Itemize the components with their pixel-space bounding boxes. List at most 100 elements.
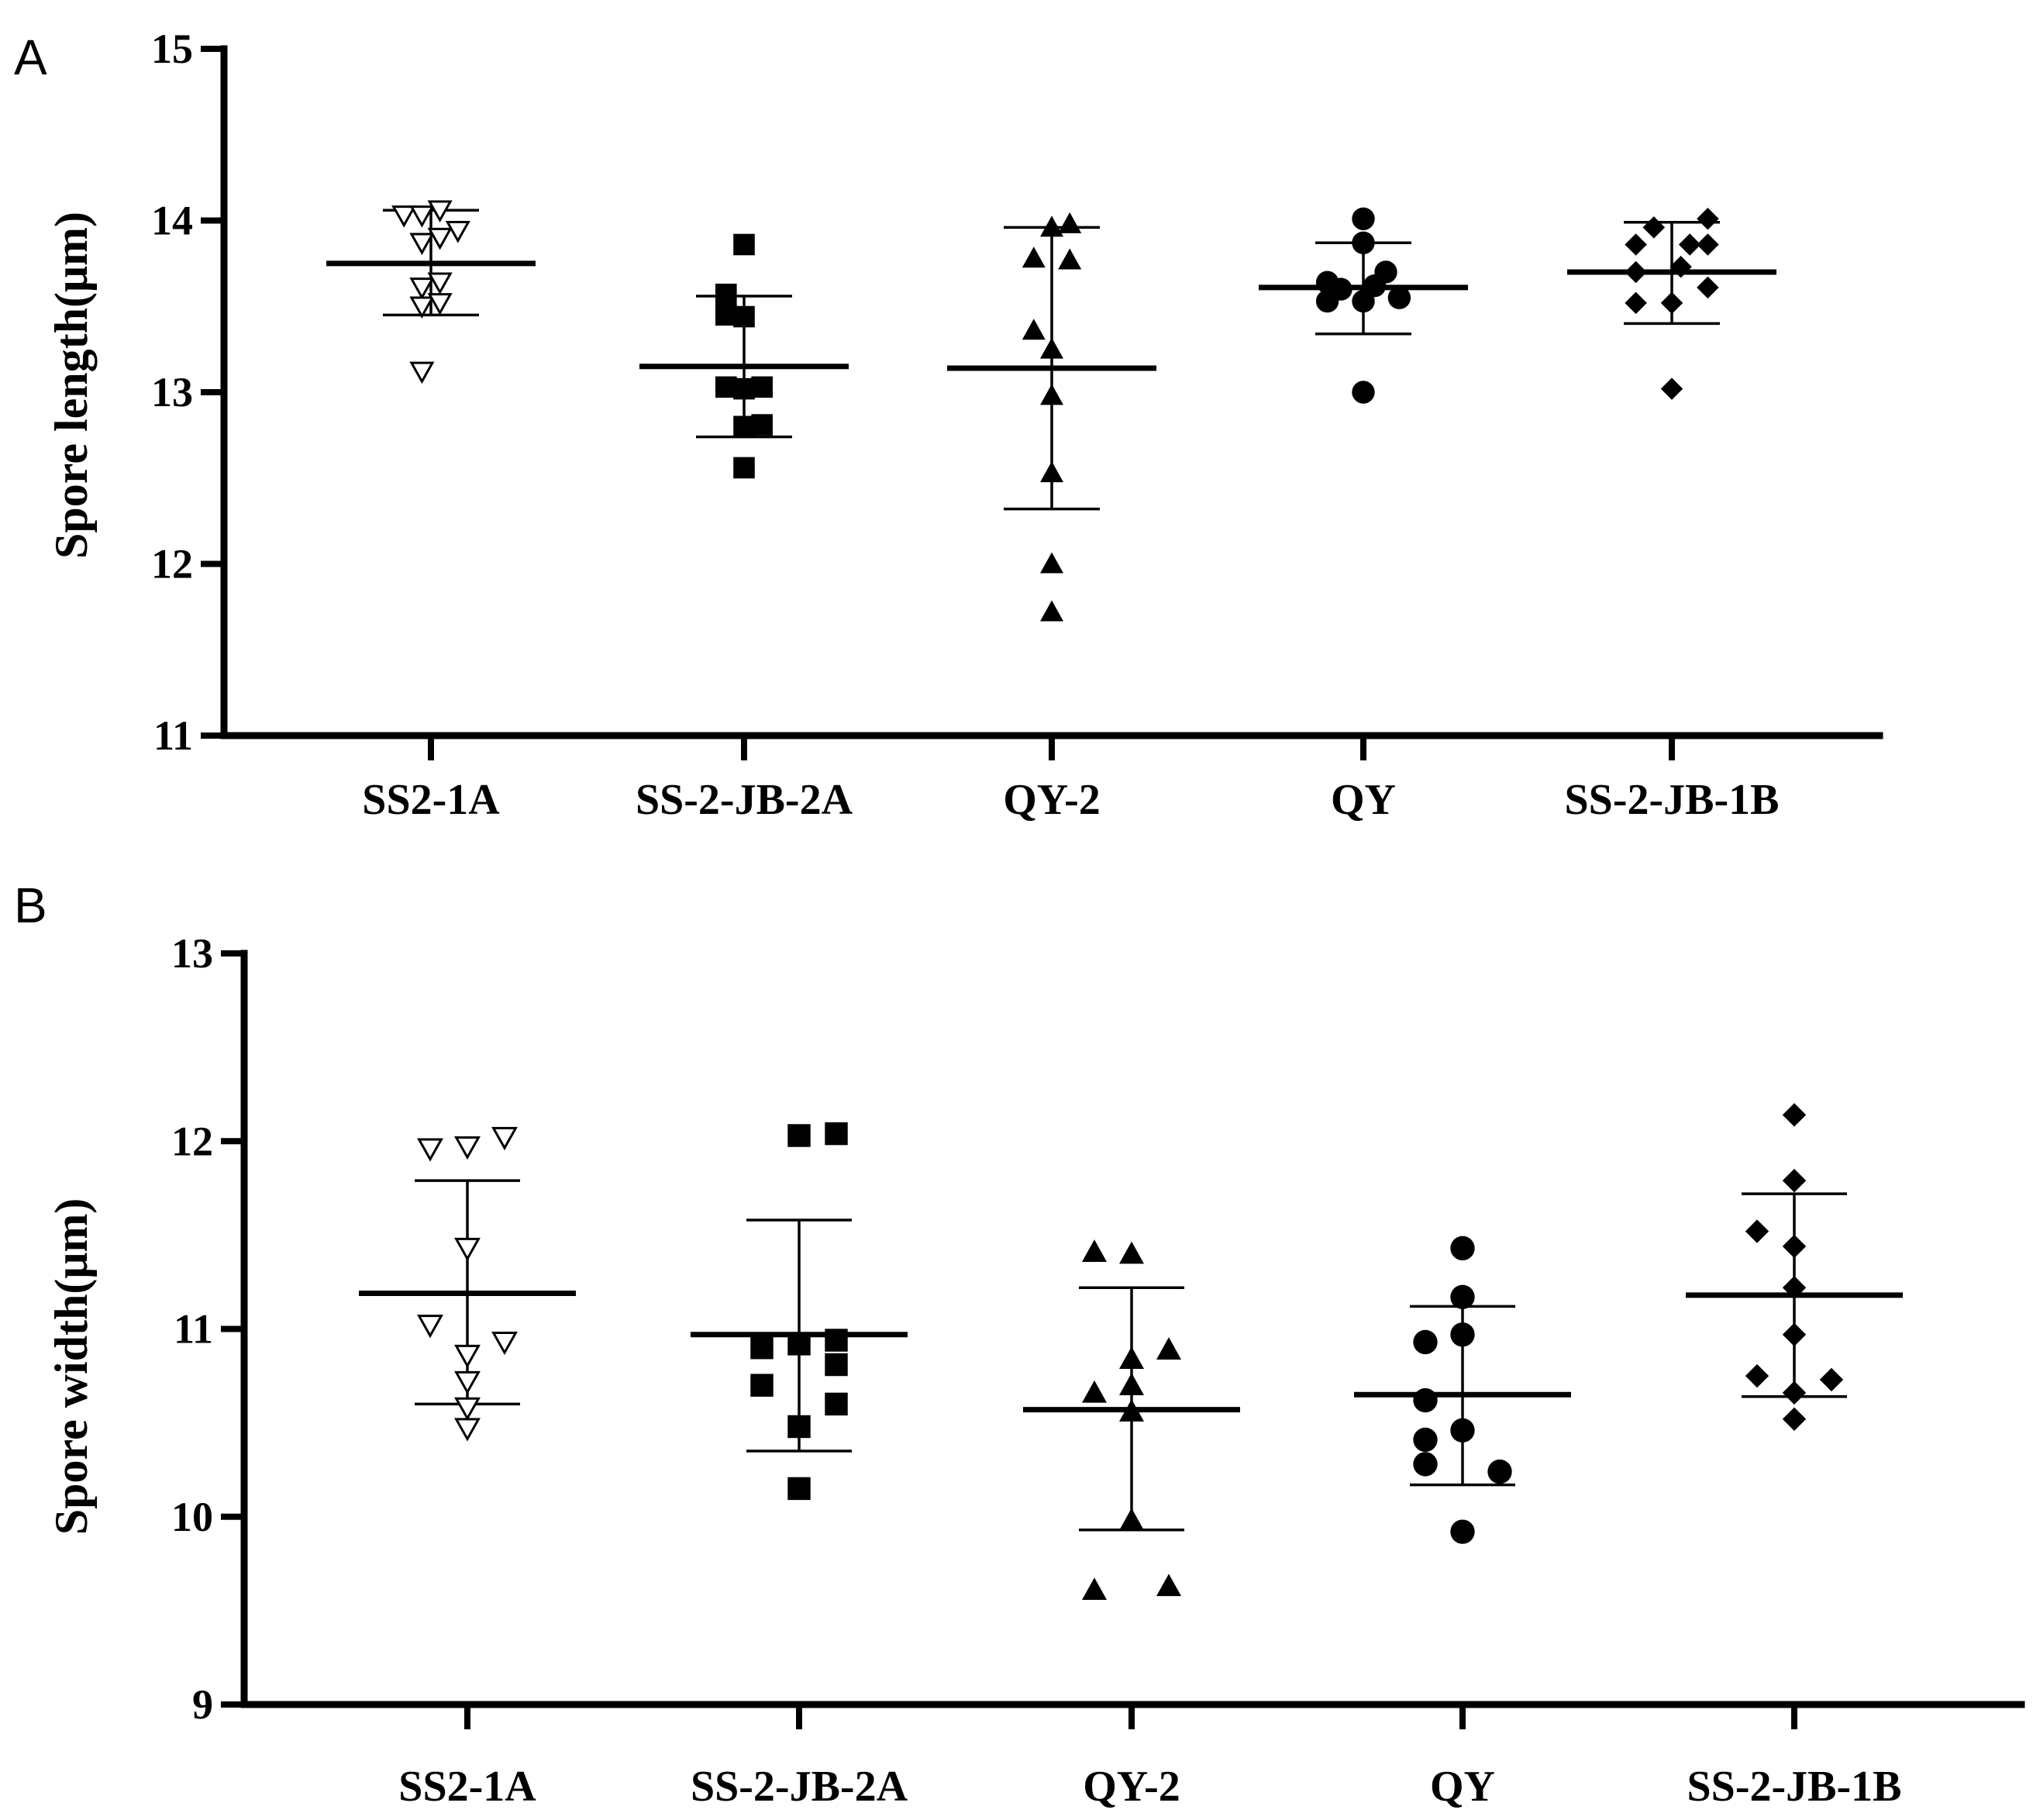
panel-label-a: A (14, 29, 47, 85)
data-point (751, 376, 773, 398)
y-tick-label: 15 (151, 26, 193, 72)
data-point (1413, 1329, 1438, 1355)
data-point (1352, 289, 1375, 313)
data-point (750, 1374, 774, 1397)
data-point (825, 1353, 848, 1377)
data-point (787, 1415, 811, 1439)
data-point (1782, 1103, 1807, 1127)
data-point (491, 1331, 518, 1356)
data-point (1697, 233, 1719, 256)
x-tick-label: SS-2-JB-2A (691, 1763, 908, 1811)
data-point (427, 293, 453, 315)
data-point (1058, 248, 1082, 270)
data-point (1119, 1399, 1144, 1422)
x-tick-label: SS-2-JB-2A (636, 776, 853, 824)
data-point (715, 283, 737, 305)
data-point (787, 1477, 811, 1501)
y-axis-title-b: Spore width(μm) (46, 1198, 97, 1536)
data-point (454, 1397, 481, 1421)
data-point (1450, 1236, 1475, 1261)
data-point (409, 361, 435, 384)
data-point (1040, 461, 1063, 483)
data-point (1669, 256, 1692, 278)
data-point (1022, 319, 1046, 340)
y-axis-title-a: Spore length(μm) (46, 212, 97, 559)
y-tick-label: 14 (151, 198, 193, 244)
data-point (1450, 1418, 1475, 1443)
data-point (733, 457, 755, 479)
data-point (1625, 260, 1647, 284)
data-point (1782, 1322, 1807, 1346)
panel-b: B Spore width(μm) 9 10 11 12 13 SS2-1A SS-2-J… (14, 877, 2025, 1811)
data-point (1678, 233, 1701, 256)
panel-a: A Spore length(μm) 11 12 13 14 15 SS2-1A SS-2… (14, 26, 1883, 824)
data-point (445, 221, 470, 243)
data-point (427, 227, 453, 250)
data-point (1413, 1452, 1438, 1477)
data-point (1119, 1508, 1144, 1531)
y-tick-label: 9 (192, 1681, 213, 1728)
data-point (1156, 1337, 1181, 1360)
data-point (417, 1138, 443, 1162)
data-point (1352, 207, 1375, 230)
x-tick-label: SS2-1A (398, 1763, 536, 1811)
data-point (391, 205, 417, 228)
data-point (454, 1136, 481, 1160)
data-point (750, 1336, 774, 1360)
data-point (454, 1237, 481, 1261)
data-point (1352, 381, 1375, 404)
x-tick-label: QY (1331, 776, 1396, 824)
data-point (733, 305, 755, 328)
data-point (751, 414, 773, 436)
x-tick-label: SS-2-JB-1B (1687, 1763, 1902, 1811)
data-point (1450, 1322, 1475, 1347)
y-tick-label: 12 (151, 541, 193, 588)
data-point (1660, 291, 1683, 315)
y-tick-label: 12 (171, 1118, 213, 1164)
data-point (1082, 1239, 1107, 1262)
panel-label-b: B (14, 877, 47, 933)
data-point (1119, 1241, 1144, 1264)
x-tick-label: SS-2-JB-1B (1565, 776, 1780, 824)
data-point (1487, 1459, 1512, 1484)
data-point (1745, 1219, 1769, 1243)
data-point (409, 296, 435, 319)
data-point (1450, 1284, 1475, 1309)
data-point (1119, 1373, 1144, 1395)
x-tick-label: QY (1430, 1763, 1495, 1811)
data-point (1082, 1577, 1107, 1601)
data-point (1040, 337, 1063, 359)
data-point (409, 205, 435, 228)
data-point (427, 272, 453, 295)
data-point (491, 1126, 518, 1151)
data-point (1450, 1519, 1475, 1544)
data-point (733, 377, 755, 400)
data-point (1040, 552, 1063, 574)
data-point (1040, 215, 1063, 237)
data-point (1819, 1367, 1844, 1392)
data-point (1040, 600, 1063, 622)
data-point (1660, 377, 1683, 400)
data-point (787, 1332, 811, 1356)
data-point (454, 1418, 481, 1442)
data-point (1782, 1234, 1807, 1259)
data-point (454, 1344, 481, 1369)
y-tick-label: 13 (151, 369, 193, 415)
data-point (1697, 208, 1719, 230)
data-point (715, 304, 737, 326)
data-point (1782, 1276, 1807, 1300)
data-point (825, 1329, 848, 1352)
data-point (1156, 1574, 1181, 1597)
data-point (427, 200, 453, 223)
y-tick-label: 11 (153, 712, 193, 759)
x-tick-label: QY-2 (1003, 776, 1101, 824)
data-point (1315, 289, 1339, 313)
data-point (1119, 1346, 1144, 1370)
data-point (825, 1392, 848, 1416)
data-point (1058, 212, 1082, 233)
data-point (1022, 246, 1046, 268)
data-point (1697, 276, 1719, 299)
data-point (1625, 291, 1647, 315)
data-point (417, 1315, 443, 1339)
